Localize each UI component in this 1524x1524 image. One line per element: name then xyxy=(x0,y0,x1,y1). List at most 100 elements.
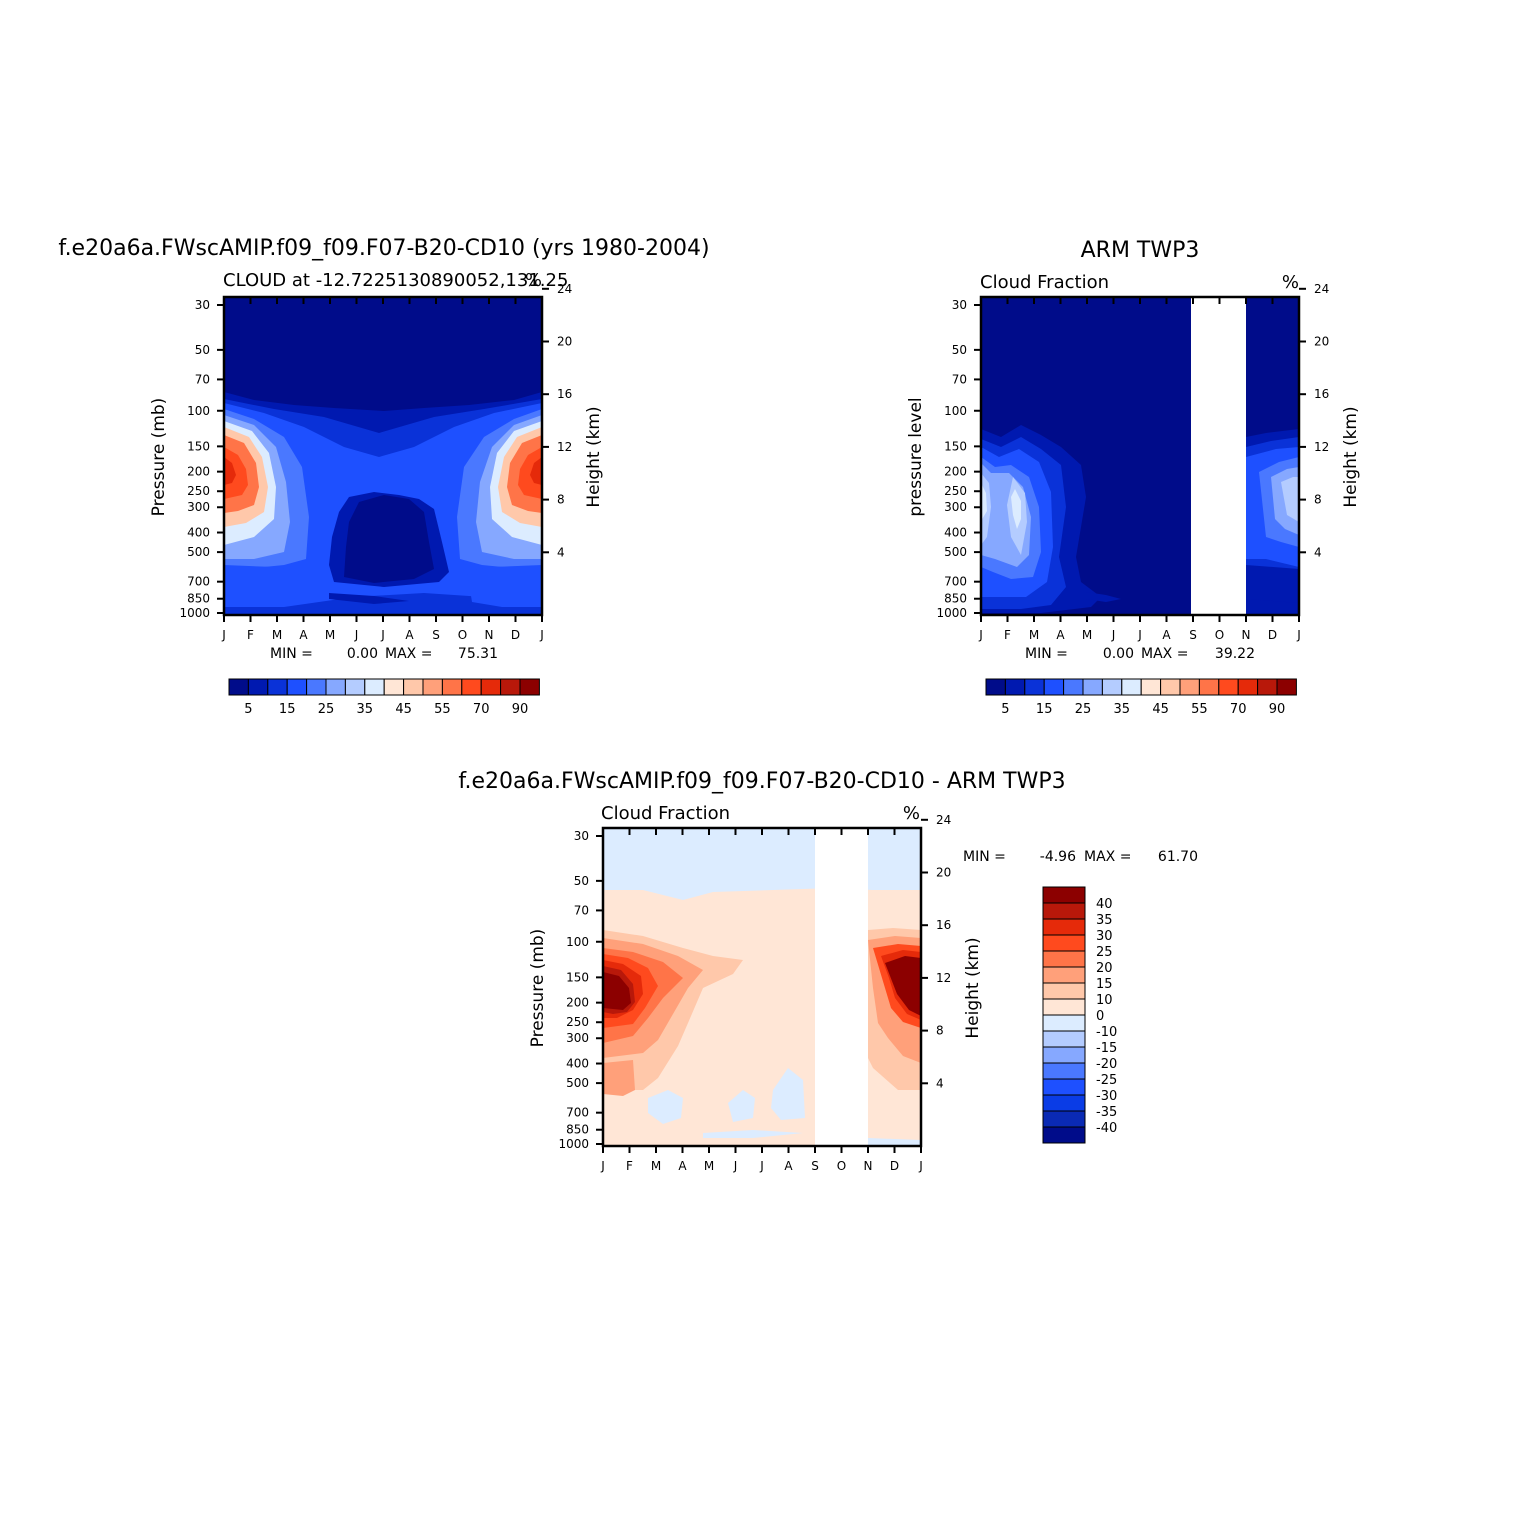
panel-model-max-value: 75.31 xyxy=(458,646,498,662)
panel-model-colorbar-label-5: 55 xyxy=(434,702,451,717)
panel-obs-colorbar-cell-13 xyxy=(1237,678,1259,696)
panel-diff-colorbar-cell-6 xyxy=(1042,982,1086,1000)
contour-band-5 xyxy=(703,1130,803,1138)
panel-model-ytick-right-label-4: 4 xyxy=(557,545,565,559)
panel-model-xtick-label-apr: A xyxy=(299,628,308,642)
panel-diff-xtick-label-apr: A xyxy=(678,1159,687,1173)
contour-band-19 xyxy=(530,457,542,485)
panel-obs: ARM TWP3 Cloud Fraction % J F M A M J J A S O N D J 3… xyxy=(906,238,1361,717)
panel-diff-colorbar-cell-14 xyxy=(1042,1110,1086,1128)
panel-model-colorbar-cell-4 xyxy=(306,678,327,696)
panel-model-ylabel-right: Height (km) xyxy=(584,406,604,507)
panel-obs-colorbar-label-1: 15 xyxy=(1036,702,1053,717)
panel-obs-plot-area xyxy=(981,297,1299,615)
panel-diff-xtick-label-jul: J xyxy=(759,1159,764,1173)
panel-model-ylabel: Pressure (mb) xyxy=(149,398,169,517)
panel-obs-max-value: 39.22 xyxy=(1215,646,1255,662)
panel-obs-xtick-label-jun: J xyxy=(1111,628,1116,642)
panel-model-ytick-label-850: 850 xyxy=(187,592,210,606)
panel-obs-xtick-label-jan: J xyxy=(978,628,983,642)
panel-diff-ylabel-right: Height (km) xyxy=(963,937,983,1038)
panel-diff-ytick-right-label-24: 24 xyxy=(936,813,951,827)
panel-obs-units: % xyxy=(1282,272,1299,293)
contour-band-19 xyxy=(868,1138,921,1146)
panel-diff: f.e20a6a.FWscAMIP.f09_f09.F07-B20-CD10 -… xyxy=(458,769,1198,1173)
panel-model-colorbar-cell-3 xyxy=(286,678,308,696)
contour-band-5 xyxy=(344,495,434,583)
panel-obs-colorbar-cell-8 xyxy=(1140,678,1162,696)
panel-diff-colorbar-label-1: 35 xyxy=(1096,913,1113,928)
panel-obs-xtick-label-apr: A xyxy=(1056,628,1065,642)
panel-obs-colorbar-cell-15 xyxy=(1276,678,1297,696)
panel-obs-ytick-label-300: 300 xyxy=(944,500,967,514)
panel-diff-colorbar-label-5: 15 xyxy=(1096,977,1113,992)
panel-obs-ytick-label-100: 100 xyxy=(944,404,967,418)
panel-obs-colorbar-label-5: 55 xyxy=(1191,702,1208,717)
panel-obs-title: ARM TWP3 xyxy=(1081,238,1200,263)
panel-model-xtick-label-aug: A xyxy=(405,628,414,642)
panel-diff-colorbar-cell-4 xyxy=(1042,950,1086,968)
panel-model-xtick-label-oct: O xyxy=(458,628,467,642)
panel-diff-title: f.e20a6a.FWscAMIP.f09_f09.F07-B20-CD10 -… xyxy=(458,769,1065,794)
panel-obs-colorbar-cell-12 xyxy=(1218,678,1239,696)
panel-diff-colorbar-cell-12 xyxy=(1042,1078,1086,1096)
panel-diff-xtick-label-sep: S xyxy=(811,1159,819,1173)
panel-diff-colorbar-label-14: -40 xyxy=(1096,1121,1117,1136)
panel-diff-frame xyxy=(601,826,923,1148)
panel-diff-xtick-label-dec: D xyxy=(890,1159,899,1173)
panel-obs-xtick-label-may: M xyxy=(1082,628,1092,642)
contour-band-17 xyxy=(1246,565,1299,603)
panel-model-xtick-label-nov: N xyxy=(485,628,494,642)
panel-obs-colorbar-cell-14 xyxy=(1257,678,1278,696)
contour-band-2 xyxy=(648,1090,683,1124)
panel-diff-ytick-right-label-8: 8 xyxy=(936,1024,944,1038)
panel-model-colorbar-label-6: 70 xyxy=(473,702,490,717)
panel-diff-colorbar-label-3: 25 xyxy=(1096,945,1113,960)
panel-diff-colorbar-label-8: -10 xyxy=(1096,1025,1117,1040)
panel-obs-colorbar-cell-4 xyxy=(1063,678,1084,696)
panel-obs-colorbar-cell-0 xyxy=(985,678,1006,696)
panel-obs-ytick-label-70: 70 xyxy=(952,372,967,386)
panel-model-colorbar: 5 15 25 35 45 55 70 90 xyxy=(228,678,540,717)
panel-diff-colorbar-cell-0 xyxy=(1042,886,1086,904)
panel-obs-colorbar-cell-1 xyxy=(1004,678,1026,696)
panel-obs-min-value: 0.00 xyxy=(1103,646,1134,662)
panel-model-colorbar-label-7: 90 xyxy=(512,702,529,717)
panel-obs-colorbar-cell-2 xyxy=(1024,678,1045,696)
panel-model-ytick-label-400: 400 xyxy=(187,526,210,540)
panel-model-colorbar-cell-0 xyxy=(228,678,249,696)
panel-obs-xtick-label-nov: N xyxy=(1242,628,1251,642)
panel-model-ytick-label-70: 70 xyxy=(195,372,210,386)
panel-diff-max-value: 61.70 xyxy=(1158,849,1198,865)
panel-model-colorbar-cell-5 xyxy=(325,678,346,696)
panel-obs-min-label: MIN = xyxy=(1025,646,1068,662)
panel-diff-colorbar-cell-2 xyxy=(1042,918,1086,936)
panel-model-colorbar-label-2: 25 xyxy=(318,702,335,717)
contour-band-22 xyxy=(329,593,409,604)
panel-model-max-label: MAX = xyxy=(385,646,432,662)
panel-obs-ytick-label-700: 700 xyxy=(944,575,967,589)
panel-model-ytick-label-250: 250 xyxy=(187,484,210,498)
panel-obs-ytick-right-label-8: 8 xyxy=(1314,493,1322,507)
panel-obs-colorbar-cell-9 xyxy=(1160,678,1181,696)
panel-diff-ytick-right-label-16: 16 xyxy=(936,918,951,932)
panel-diff-ytick-label-200: 200 xyxy=(566,996,589,1010)
panel-diff-xtick-label-oct: O xyxy=(837,1159,846,1173)
panel-diff-subtitle: Cloud Fraction xyxy=(601,803,730,824)
panel-model-xtick-label-jul: J xyxy=(380,628,385,642)
panel-model-title: f.e20a6a.FWscAMIP.f09_f09.F07-B20-CD10 (… xyxy=(58,236,709,261)
panel-obs-colorbar-label-6: 70 xyxy=(1230,702,1247,717)
panel-diff-colorbar-cell-9 xyxy=(1042,1030,1086,1048)
panel-model-xtick-label-jun: J xyxy=(354,628,359,642)
panel-diff-ytick-label-50: 50 xyxy=(574,874,589,888)
panel-model-colorbar-cell-15 xyxy=(519,678,540,696)
panel-model-xtick-label-may: M xyxy=(325,628,335,642)
panel-model-xtick-label-feb: F xyxy=(247,628,254,642)
panel-model-colorbar-cell-2 xyxy=(267,678,288,696)
contour-band-18 xyxy=(885,956,921,1016)
panel-model-colorbar-label-4: 45 xyxy=(395,702,412,717)
panel-model-units: % xyxy=(525,270,542,291)
panel-diff-ytick-label-400: 400 xyxy=(566,1057,589,1071)
panel-diff-colorbar-label-10: -20 xyxy=(1096,1057,1117,1072)
panel-model-ytick-label-30: 30 xyxy=(195,298,210,312)
